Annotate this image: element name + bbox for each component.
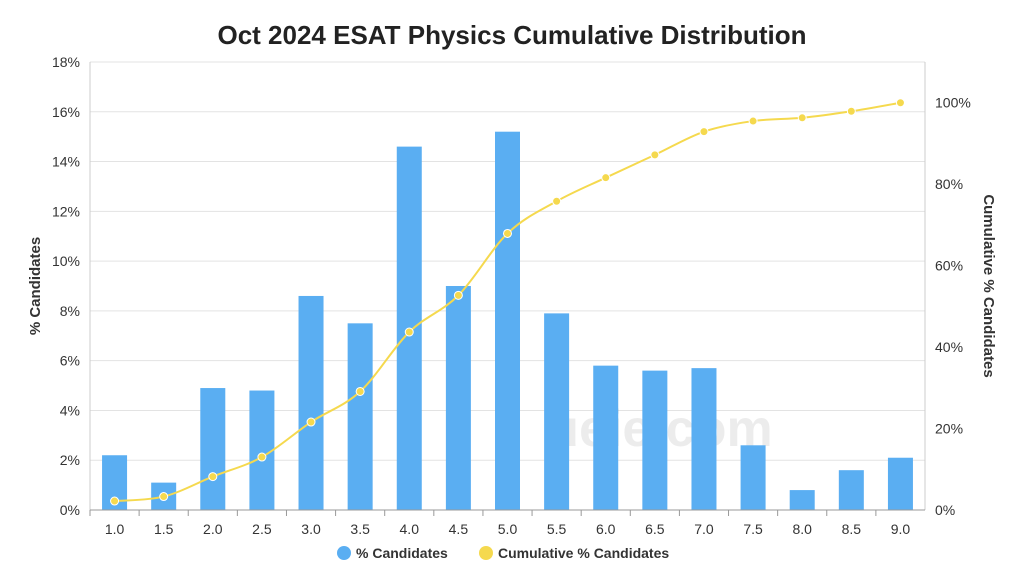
legend-label-bars[interactable]: % Candidates (356, 545, 448, 561)
x-tick-label: 8.0 (792, 521, 812, 537)
cumulative-point (846, 106, 856, 116)
x-tick-label: 7.0 (694, 521, 714, 537)
x-tick-label: 8.5 (842, 521, 862, 537)
x-tick-label: 2.5 (252, 521, 272, 537)
cumulative-point (257, 452, 267, 462)
x-tick-label: 1.5 (154, 521, 174, 537)
x-tick-label: 4.5 (449, 521, 469, 537)
bar (544, 313, 570, 510)
bar (495, 131, 520, 510)
x-tick-label: 3.5 (350, 521, 370, 537)
cumulative-point (404, 327, 414, 337)
y-tick-label: 8% (60, 303, 80, 319)
bar (642, 370, 668, 510)
y2-axis-label: Cumulative % Candidates (980, 194, 997, 377)
bar (838, 470, 864, 510)
x-tick-label: 5.5 (547, 521, 567, 537)
bar (347, 323, 373, 510)
x-tick-label: 6.0 (596, 521, 616, 537)
cumulative-point (895, 98, 905, 108)
legend: % Candidates Cumulative % Candidates (337, 545, 669, 561)
legend-marker-bars (337, 546, 351, 560)
x-tick-label: 3.0 (301, 521, 321, 537)
bar (887, 457, 913, 510)
cumulative-point (110, 496, 120, 506)
bar (593, 365, 619, 510)
cumulative-point (699, 127, 709, 137)
cumulative-point (650, 150, 660, 160)
y2-tick-label: 80% (935, 176, 963, 192)
cumulative-point (748, 116, 758, 126)
cumulative-point (552, 196, 562, 206)
x-tick-label: 4.0 (400, 521, 420, 537)
cumulative-point (159, 492, 169, 502)
bar (249, 390, 275, 510)
y2-tick-label: 0% (935, 502, 955, 518)
y2-tick-label: 100% (935, 95, 971, 111)
bar (445, 286, 471, 510)
y2-tick-label: 40% (935, 339, 963, 355)
y-tick-label: 18% (52, 54, 80, 70)
y2-tick-label: 60% (935, 258, 963, 274)
cumulative-point (453, 290, 463, 300)
cumulative-point (601, 173, 611, 183)
x-tick-label: 2.0 (203, 521, 223, 537)
y-tick-label: 2% (60, 452, 80, 468)
y-tick-label: 12% (52, 203, 80, 219)
bar (200, 388, 226, 510)
y-tick-label: 16% (52, 104, 80, 120)
bar (740, 445, 766, 510)
cumulative-point (355, 386, 365, 396)
x-tick-label: 1.0 (105, 521, 125, 537)
bar (691, 368, 717, 510)
y2-tick-label: 20% (935, 421, 963, 437)
y-tick-label: 14% (52, 154, 80, 170)
bar (789, 490, 815, 510)
x-tick-label: 7.5 (743, 521, 763, 537)
y-tick-label: 4% (60, 402, 80, 418)
y-axis-label: % Candidates (27, 237, 44, 335)
cumulative-point (797, 113, 807, 123)
legend-label-line[interactable]: Cumulative % Candidates (498, 545, 669, 561)
bar (298, 295, 324, 510)
cumulative-point (503, 228, 512, 238)
legend-marker-line (479, 546, 493, 560)
x-tick-label: 6.5 (645, 521, 665, 537)
x-tick-label: 9.0 (891, 521, 911, 537)
y-tick-label: 0% (60, 502, 80, 518)
x-tick-label: 5.0 (498, 521, 518, 537)
chart-title: Oct 2024 ESAT Physics Cumulative Distrib… (217, 20, 806, 50)
cumulative-point (306, 417, 316, 427)
cumulative-point (208, 472, 218, 482)
y-tick-label: 6% (60, 353, 80, 369)
y-tick-label: 10% (52, 253, 80, 269)
